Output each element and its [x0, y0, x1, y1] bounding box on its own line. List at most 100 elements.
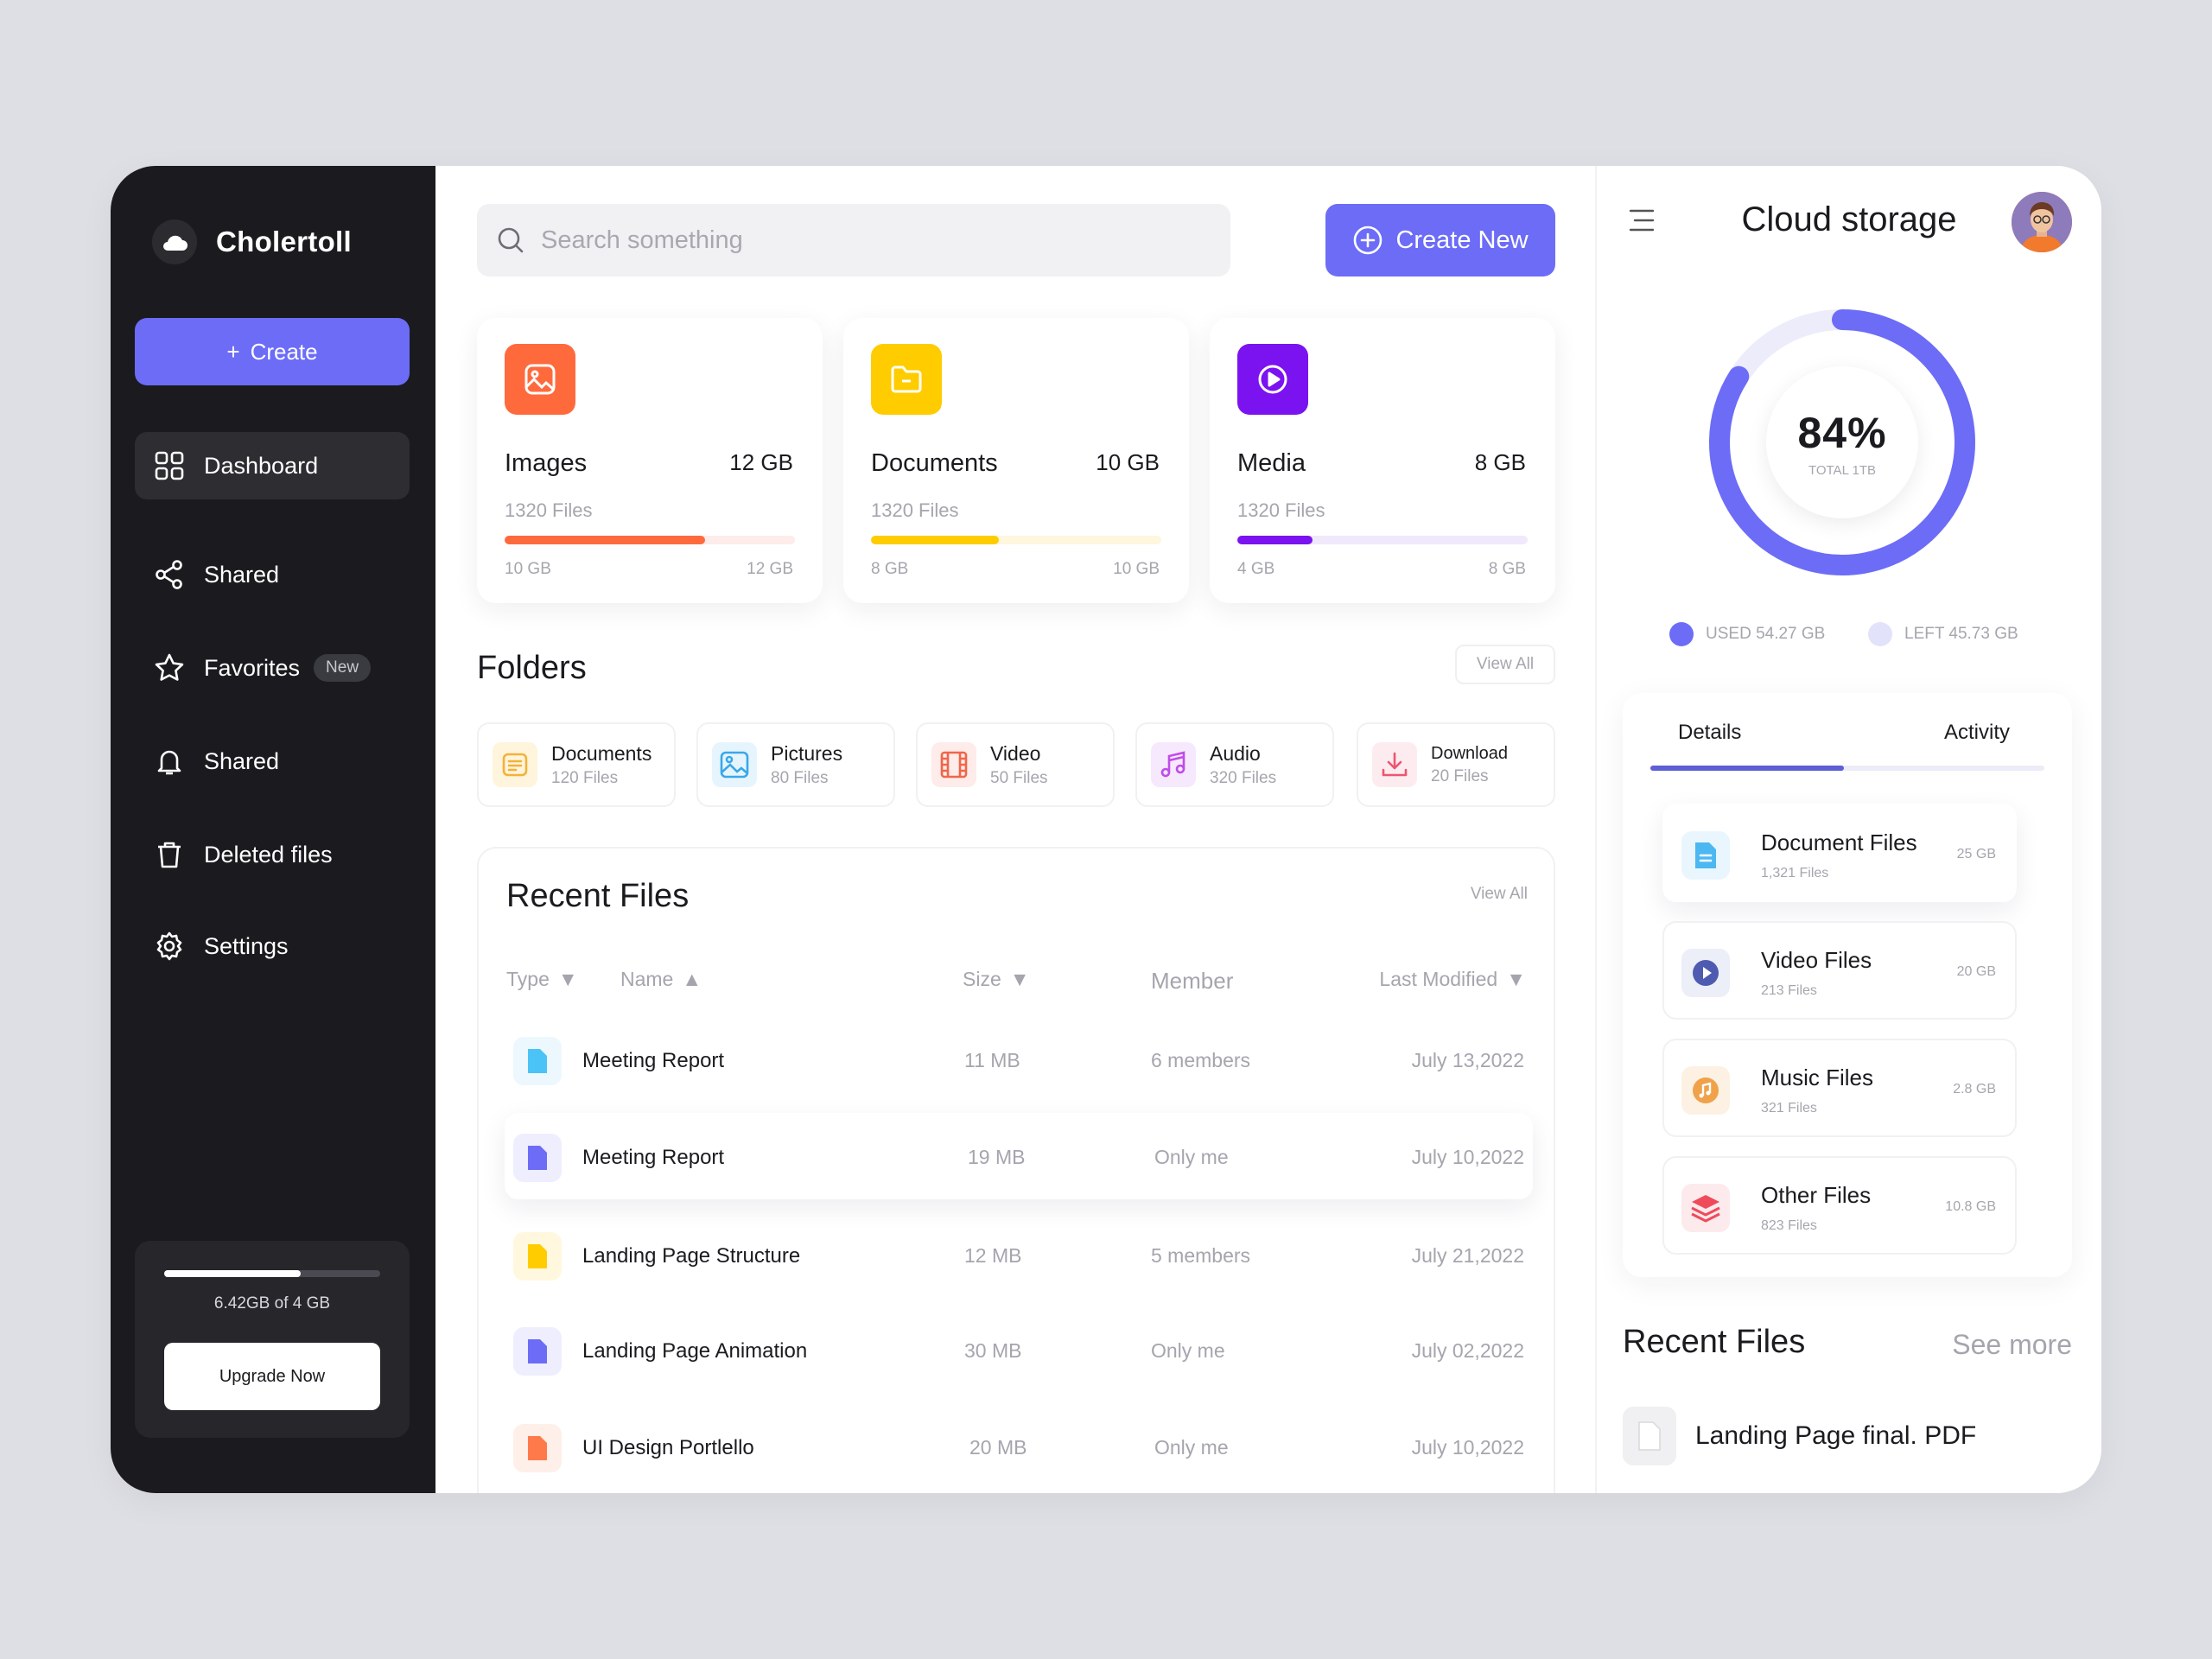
file-name: Landing Page Animation	[582, 1339, 808, 1363]
card-progress-bar	[871, 536, 1161, 544]
card-progress-fill	[871, 536, 999, 544]
trash-icon	[158, 842, 181, 868]
plus-circle-icon	[1354, 226, 1382, 255]
category-count: 1,321 Files	[1761, 866, 1829, 880]
folder-count: 50 Files	[990, 768, 1048, 787]
recent-view-all-link[interactable]: View All	[1470, 885, 1528, 903]
recent-files-panel: Recent Files View All Type ▼ Name ▲ Size ▼ …	[477, 847, 1555, 1493]
play-icon	[1681, 949, 1730, 997]
file-member: Only me	[1151, 1339, 1225, 1362]
folder-video[interactable]: Video 50 Files	[916, 722, 1115, 807]
storage-card-documents[interactable]: Documents 10 GB 1320 Files 8 GB 10 GB	[843, 318, 1189, 603]
file-member: Only me	[1154, 1436, 1229, 1459]
nav-notifications[interactable]: Shared	[135, 728, 410, 795]
folders-view-all-button[interactable]: View All	[1455, 645, 1555, 684]
play-icon	[1237, 344, 1308, 415]
tab-details[interactable]: Details	[1678, 721, 1742, 744]
column-name[interactable]: Name ▲	[620, 968, 702, 991]
nav-deleted-files[interactable]: Deleted files	[135, 821, 410, 888]
category-document-files[interactable]: Document Files 1,321 Files 25 GB	[1662, 804, 2017, 902]
upgrade-button[interactable]: Upgrade Now	[164, 1343, 380, 1410]
menu-icon[interactable]	[1628, 207, 1656, 233]
nav-dashboard[interactable]: Dashboard	[135, 432, 410, 499]
create-new-label: Create New	[1395, 226, 1529, 254]
category-name: Music Files	[1761, 1065, 1874, 1090]
caret-down-icon: ▼	[1009, 968, 1030, 990]
star-icon	[155, 653, 184, 681]
storage-card-media[interactable]: Media 8 GB 1320 Files 4 GB 8 GB	[1210, 318, 1555, 603]
recent-file-item[interactable]: Landing Page final. PDF	[1623, 1407, 1976, 1465]
card-progress-bar	[505, 536, 795, 544]
column-label: Type	[506, 968, 550, 990]
column-label: Member	[1151, 968, 1234, 994]
card-file-count: 1320 Files	[871, 499, 959, 521]
folder-documents[interactable]: Documents 120 Files	[477, 722, 676, 807]
table-row[interactable]: Meeting Report 19 MB Only me July 10,202…	[505, 1113, 1533, 1199]
file-date: July 10,2022	[1411, 1436, 1524, 1459]
create-new-button[interactable]: Create New	[1325, 204, 1555, 276]
document-icon	[493, 742, 537, 787]
search-input[interactable]	[541, 226, 1146, 255]
folder-name: Audio	[1210, 741, 1261, 765]
file-date: July 10,2022	[1411, 1146, 1524, 1168]
nav-favorites[interactable]: Favorites New	[135, 634, 410, 702]
nav-shared[interactable]: Shared	[135, 541, 410, 608]
plus-icon: +	[226, 338, 240, 365]
nav-settings[interactable]: Settings	[135, 912, 410, 980]
category-size: 2.8 GB	[1953, 1082, 1996, 1096]
category-size: 25 GB	[1956, 847, 1996, 861]
file-icon	[1623, 1407, 1676, 1465]
card-max-label: 10 GB	[1113, 560, 1160, 578]
used-label: USED 54.27 GB	[1706, 625, 1826, 643]
column-member[interactable]: Member	[1151, 968, 1233, 995]
storage-card-images[interactable]: Images 12 GB 1320 Files 10 GB 12 GB	[477, 318, 823, 603]
folder-icon	[871, 344, 942, 415]
brand-name: Cholertoll	[216, 226, 352, 257]
category-video-files[interactable]: Video Files 213 Files 20 GB	[1662, 921, 2017, 1020]
category-name: Other Files	[1761, 1182, 1872, 1208]
legend-left: LEFT 45.73 GB	[1868, 622, 2018, 646]
category-other-files[interactable]: Other Files 823 Files 10.8 GB	[1662, 1156, 2017, 1255]
caret-up-icon: ▲	[682, 968, 702, 990]
grid-icon	[155, 451, 184, 480]
folder-pictures[interactable]: Pictures 80 Files	[696, 722, 895, 807]
category-count: 213 Files	[1761, 983, 1817, 998]
avatar[interactable]	[2012, 192, 2072, 252]
main-content: Create New Images 12 GB 1320 Files 10 GB…	[435, 166, 1597, 1493]
category-size: 10.8 GB	[1945, 1199, 1996, 1214]
file-icon	[513, 1327, 562, 1376]
card-min-label: 10 GB	[505, 560, 551, 578]
category-name: Document Files	[1761, 830, 1917, 855]
brand[interactable]: Cholertoll	[152, 219, 352, 264]
folder-download[interactable]: Download 20 Files	[1357, 722, 1555, 807]
card-size: 10 GB	[1096, 449, 1160, 475]
search-bar[interactable]	[477, 204, 1230, 276]
nav-label: Dashboard	[204, 452, 319, 479]
folder-count: 20 Files	[1431, 766, 1489, 785]
file-icon	[513, 1424, 562, 1472]
table-row[interactable]: Landing Page Structure 12 MB 5 members J…	[505, 1211, 1533, 1298]
tab-activity[interactable]: Activity	[1944, 721, 2011, 744]
nav-label: Settings	[204, 932, 289, 959]
column-size[interactable]: Size ▼	[963, 968, 1030, 991]
sidebar: Cholertoll + Create Dashboard Shared Fav…	[111, 166, 435, 1493]
see-more-link[interactable]: See more	[1952, 1329, 2072, 1360]
category-music-files[interactable]: Music Files 321 Files 2.8 GB	[1662, 1039, 2017, 1137]
card-progress-fill	[505, 536, 705, 544]
column-last-modified[interactable]: Last Modified ▼	[1379, 968, 1526, 991]
storage-details-panel: Details Activity Document Files 1,321 Fi…	[1623, 693, 2072, 1277]
column-type[interactable]: Type ▼	[506, 968, 578, 991]
file-date: July 21,2022	[1411, 1244, 1524, 1267]
folder-name: Documents	[551, 741, 652, 765]
cloud-icon	[152, 219, 197, 264]
table-row[interactable]: Meeting Report 11 MB 6 members July 13,2…	[505, 1016, 1533, 1103]
picture-icon	[712, 742, 757, 787]
nav-label: Favorites	[204, 654, 301, 681]
recent-file-name: Landing Page final. PDF	[1695, 1421, 1977, 1450]
folder-audio[interactable]: Audio 320 Files	[1135, 722, 1334, 807]
storage-progress-fill	[164, 1270, 301, 1277]
card-name: Documents	[871, 449, 998, 477]
table-row[interactable]: Landing Page Animation 30 MB Only me Jul…	[505, 1306, 1533, 1393]
table-row[interactable]: UI Design Portlello 20 MB Only me July 1…	[505, 1403, 1533, 1490]
create-button[interactable]: + Create	[135, 318, 410, 385]
